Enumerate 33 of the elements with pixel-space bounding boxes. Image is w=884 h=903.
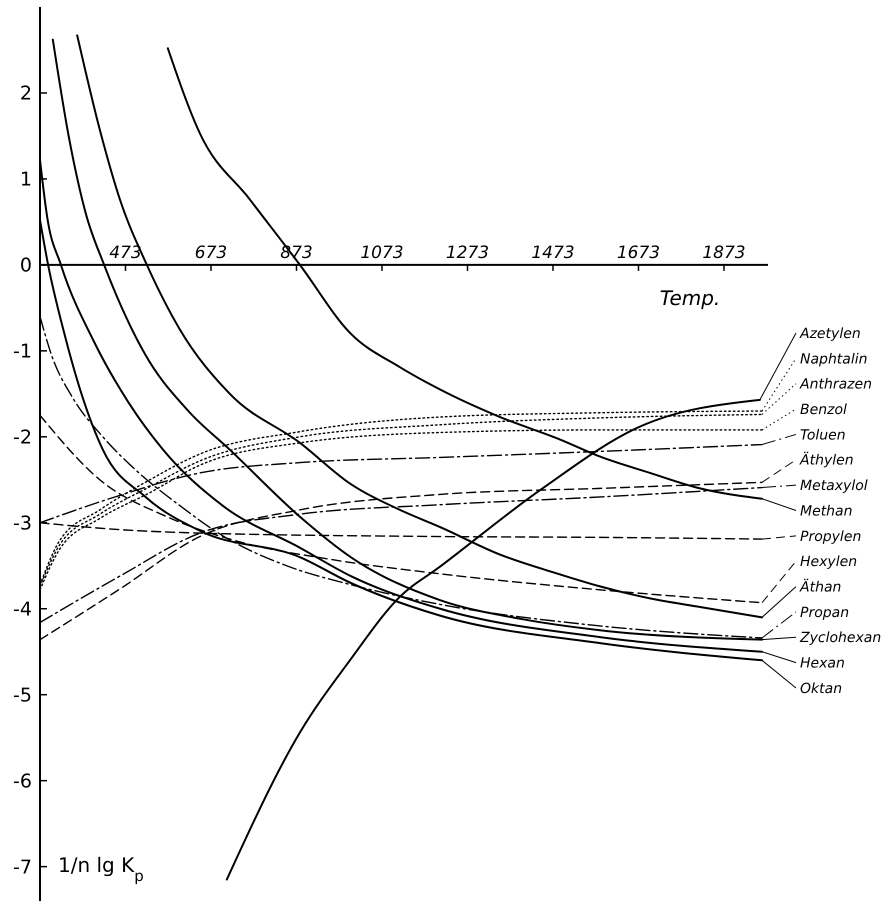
y-tick-label: -2 — [13, 426, 32, 448]
x-tick-label: 1273 — [446, 242, 490, 263]
text: Oktan — [800, 680, 842, 697]
text: Äthan — [799, 578, 842, 596]
x-tick-label: 673 — [194, 242, 228, 263]
text: Hexylen — [800, 554, 858, 570]
y-tick-label: -4 — [13, 598, 32, 620]
text: Äthylen — [799, 452, 854, 469]
legend-label: Propylen — [800, 528, 862, 545]
y-tick-label: 0 — [20, 254, 32, 277]
legend-label: Benzol — [800, 402, 848, 418]
y-tick-label: 2 — [20, 82, 32, 105]
y-tick-label: -3 — [13, 512, 32, 534]
y-tick-label: -6 — [13, 770, 32, 792]
y-tick-label: -1 — [13, 340, 32, 362]
y-tick-label: 1 — [20, 168, 32, 191]
text: Naphtalin — [800, 351, 868, 368]
x-tick-label: 1673 — [616, 242, 660, 263]
y-tick-label: -5 — [13, 684, 32, 706]
x-axis-title: Temp. — [660, 286, 720, 310]
legend-label: Zyclohexan — [799, 630, 882, 646]
legend-label: Toluen — [800, 427, 846, 444]
text: Propan — [800, 604, 850, 621]
text: Azetylen — [799, 326, 861, 342]
x-tick-label: 1073 — [360, 242, 404, 263]
x-tick-label: 1873 — [702, 242, 746, 263]
y-tick-label: -7 — [13, 856, 32, 878]
x-tick-label: 1473 — [531, 242, 575, 263]
legend-label: Methan — [800, 503, 853, 520]
legend-label: Metaxylol — [800, 478, 868, 494]
y-axis-title: 1/n lg K$_{p}$ — [58, 853, 144, 885]
text: Anthrazen — [799, 376, 872, 393]
legend-label: Hexan — [800, 656, 845, 672]
